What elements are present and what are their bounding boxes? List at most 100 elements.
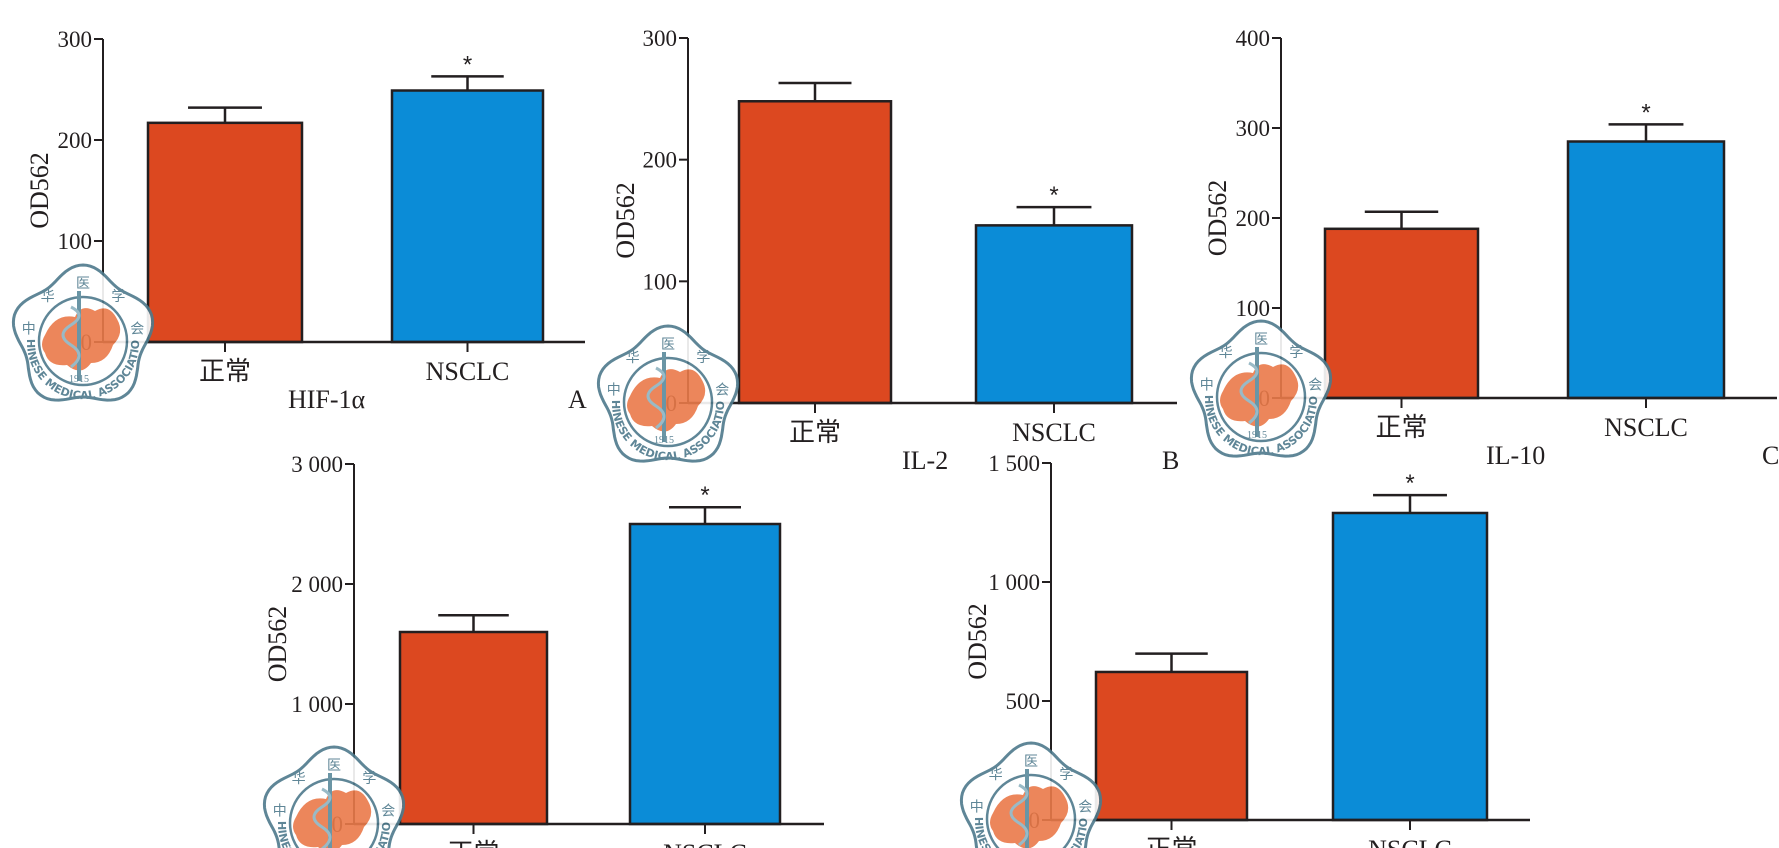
logo-char: 学 — [1059, 767, 1073, 783]
x-tick-label: 正常 — [447, 839, 499, 848]
x-tick-label: NSCLC — [426, 357, 510, 386]
logo-inner-ring — [37, 295, 129, 387]
x-tick-label: NSCLC — [1368, 835, 1452, 848]
significance-marker: * — [463, 51, 472, 78]
logo-serpent — [1239, 361, 1259, 425]
y-tick-label: 1 500 — [988, 451, 1040, 476]
bar-normal — [737, 100, 893, 405]
logo-char: 会 — [381, 803, 395, 819]
y-tick-label: 300 — [1236, 116, 1271, 141]
logo-year: 1915 — [69, 374, 89, 385]
logo-char: 华 — [1219, 345, 1233, 361]
logo-map — [293, 790, 372, 848]
logo-char: 华 — [41, 289, 55, 305]
logo-char: 会 — [1308, 377, 1322, 393]
logo-char: 中 — [970, 799, 984, 815]
logo-serpent — [1009, 783, 1029, 847]
significance-marker: * — [700, 482, 709, 509]
y-tick-label: 2 000 — [291, 572, 343, 597]
logo-char: 中 — [273, 803, 287, 819]
y-axis-label: OD562 — [25, 152, 54, 229]
logo-char: 会 — [130, 321, 144, 337]
logo-char: 医 — [76, 276, 90, 292]
x-tick-label: 正常 — [789, 418, 841, 447]
logo-char: 医 — [327, 758, 341, 774]
y-tick-label: 300 — [58, 27, 93, 52]
logo-char: 医 — [1024, 754, 1038, 770]
logo-char: 学 — [696, 350, 710, 366]
y-tick-label: 200 — [1236, 206, 1271, 231]
bar-normal — [1094, 670, 1249, 822]
logo-year: 1915 — [654, 435, 674, 446]
bar-normal — [146, 121, 304, 344]
y-axis-label: OD562 — [1203, 180, 1232, 257]
y-axis-label: OD562 — [611, 182, 640, 259]
y-axis-label: OD562 — [263, 606, 292, 683]
y-axis-label: OD562 — [963, 603, 992, 680]
logo-char: 华 — [989, 767, 1003, 783]
y-tick-label: 100 — [58, 229, 93, 254]
logo-char: 中 — [22, 321, 36, 337]
logo-serpent — [61, 305, 81, 369]
y-tick-label: 3 000 — [291, 452, 343, 477]
panel-letter: B — [1162, 446, 1179, 475]
y-tick-label: 200 — [643, 148, 678, 173]
logo-year: 1915 — [1247, 430, 1267, 441]
y-tick-label: 1 000 — [291, 692, 343, 717]
panel-a: 正常*NSCLC0100200300OD562HIF-1αA — [25, 27, 587, 414]
chart-title: HIF-1α — [288, 385, 366, 414]
panel-letter: C — [1762, 441, 1779, 470]
x-tick-label: 正常 — [1145, 835, 1197, 848]
logo-char: 华 — [626, 350, 640, 366]
logo-char: 中 — [1200, 377, 1214, 393]
panel-b: 正常*NSCLC0100200300OD562IL-2B — [611, 26, 1179, 475]
bar-normal — [398, 630, 549, 826]
significance-marker: * — [1641, 99, 1650, 126]
bar-nsclc — [628, 522, 782, 826]
chart-title: IL-10 — [1486, 441, 1545, 470]
logo-inner-ring — [288, 777, 380, 848]
logo-serpent — [312, 787, 332, 848]
x-tick-label: NSCLC — [1604, 413, 1688, 442]
logo-char: 学 — [1289, 345, 1303, 361]
logo-char: 华 — [292, 771, 306, 787]
logo-inner-ring — [622, 356, 714, 448]
y-tick-label: 300 — [643, 26, 678, 51]
chart-title: IL-2 — [902, 446, 948, 475]
y-tick-label: 200 — [58, 128, 93, 153]
bar-nsclc — [974, 224, 1134, 405]
y-tick-label: 100 — [643, 269, 678, 294]
bar-nsclc — [1566, 140, 1726, 400]
y-tick-label: 500 — [1006, 689, 1041, 714]
logo-inner-ring — [985, 773, 1077, 848]
logo-char: 会 — [1078, 799, 1092, 815]
y-tick-label: 100 — [1236, 296, 1271, 321]
bar-nsclc — [1331, 511, 1489, 822]
x-tick-label: 正常 — [199, 357, 251, 386]
logo-char: 中 — [607, 382, 621, 398]
watermark-logo: 1915中华医学会CHINESE MEDICAL ASSOCIATION — [0, 0, 155, 402]
logo-char: 医 — [1254, 332, 1268, 348]
logo-map — [990, 786, 1069, 848]
logo-char: 学 — [111, 289, 125, 305]
logo-map — [1220, 364, 1299, 427]
y-tick-label: 400 — [1236, 26, 1271, 51]
logo-char: 学 — [362, 771, 376, 787]
bar-normal — [1323, 227, 1480, 400]
significance-marker: * — [1405, 470, 1414, 497]
logo-map — [42, 308, 121, 371]
x-tick-label: NSCLC — [1012, 418, 1096, 447]
bar-nsclc — [390, 89, 545, 344]
logo-serpent — [646, 366, 666, 430]
logo-map — [627, 369, 706, 432]
x-tick-label: 正常 — [1375, 413, 1427, 442]
logo-char: 会 — [715, 382, 729, 398]
x-tick-label: NSCLC — [663, 839, 747, 848]
significance-marker: * — [1049, 182, 1058, 209]
logo-char: 医 — [661, 337, 675, 353]
logo-inner-ring — [1215, 351, 1307, 443]
y-tick-label: 1 000 — [988, 570, 1040, 595]
